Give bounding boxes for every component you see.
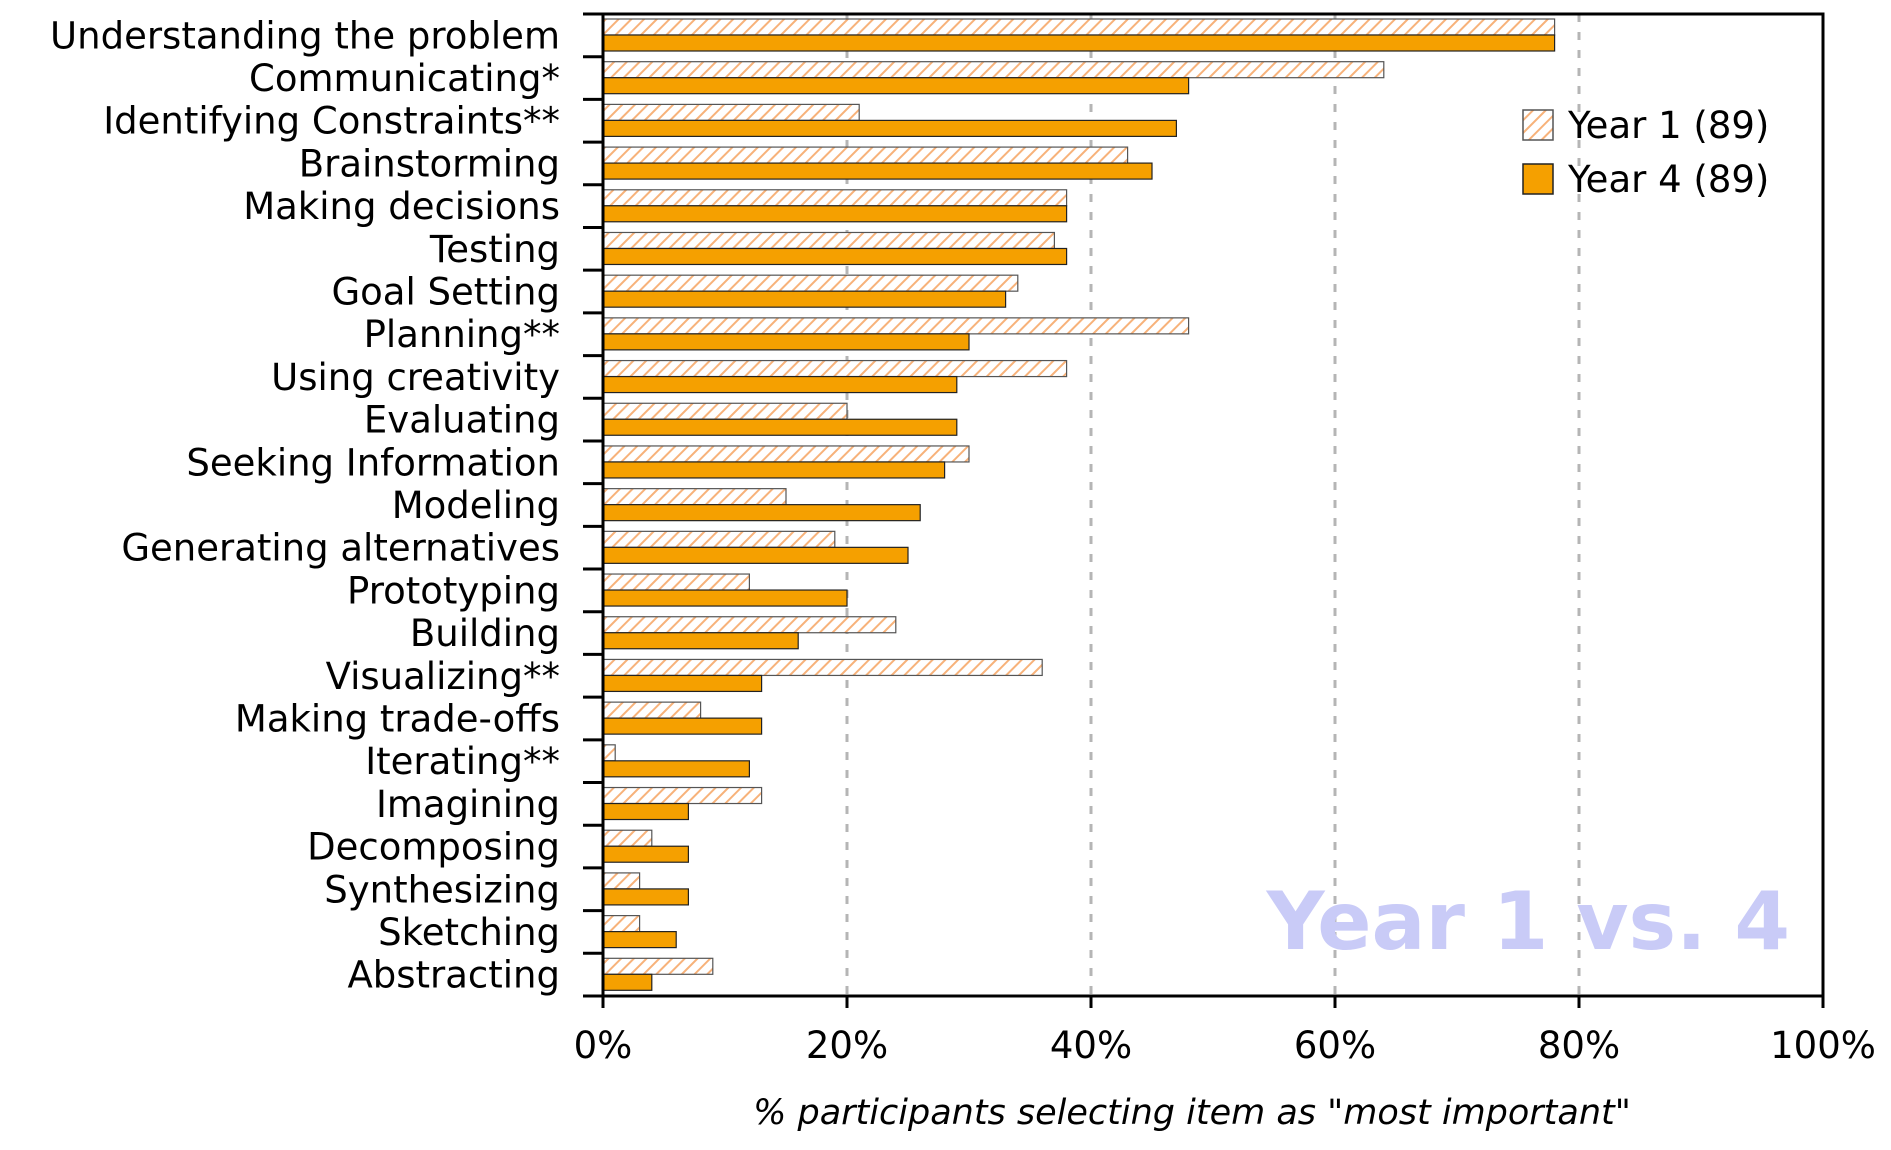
bars <box>602 18 1556 991</box>
legend-label-year4: Year 4 (89) <box>1567 158 1769 201</box>
category-label: Evaluating <box>364 399 560 442</box>
category-label: Generating alternatives <box>121 527 560 570</box>
x-tick-label: 100% <box>1770 1024 1876 1067</box>
bar-year1 <box>602 189 1068 207</box>
bar-year1 <box>602 146 1129 164</box>
category-label: Making trade-offs <box>235 697 560 740</box>
bar-year1 <box>602 231 1055 250</box>
category-label: Abstracting <box>347 954 560 997</box>
bar-year4 <box>602 802 690 821</box>
bar-year4 <box>602 77 1190 95</box>
bar-year1 <box>602 274 1019 292</box>
category-label: Using creativity <box>271 356 560 399</box>
bar-year4 <box>602 674 763 693</box>
bar-year1 <box>602 915 641 933</box>
category-label: Synthesizing <box>324 868 560 911</box>
legend: Year 1 (89) Year 4 (89) <box>1522 104 1769 201</box>
bar-year4 <box>602 888 690 906</box>
category-label: Modeling <box>392 484 560 527</box>
x-tick-label: 40% <box>1050 1024 1132 1067</box>
bar-year4 <box>602 333 970 351</box>
bar-year1 <box>602 530 836 548</box>
bar-year4 <box>602 717 763 735</box>
bar-year1 <box>602 573 750 591</box>
bar-year4 <box>602 375 958 394</box>
bar-year1 <box>602 103 860 121</box>
bar-year4 <box>602 760 750 778</box>
bar-year4 <box>602 632 799 650</box>
bar-year1 <box>602 488 787 506</box>
category-label: Planning** <box>364 313 560 356</box>
category-label: Iterating** <box>365 740 560 783</box>
bar-year4 <box>602 504 921 522</box>
bar-year4 <box>602 162 1153 180</box>
x-tick-label: 20% <box>806 1024 888 1067</box>
bar-year4 <box>602 461 946 479</box>
category-label: Prototyping <box>347 569 560 612</box>
bar-year1 <box>602 445 970 463</box>
bar-year4 <box>602 418 958 436</box>
bar-year4 <box>602 119 1178 137</box>
bar-year1 <box>602 18 1556 36</box>
category-label: Making decisions <box>243 185 560 228</box>
category-label: Identifying Constraints** <box>103 100 560 143</box>
bar-year4 <box>602 34 1556 52</box>
category-label: Building <box>410 612 560 655</box>
category-label: Goal Setting <box>331 271 560 314</box>
bar-year1 <box>602 701 702 719</box>
bar-year1 <box>602 658 1043 677</box>
bar-year1 <box>602 829 653 847</box>
bar-year1 <box>602 317 1190 335</box>
bar-year4 <box>602 546 909 564</box>
category-label: Communicating* <box>249 57 560 100</box>
bar-year4 <box>602 205 1068 223</box>
bar-year1 <box>602 402 848 420</box>
bar-year4 <box>602 845 690 863</box>
x-axis-title: % participants selecting item as "most i… <box>753 1093 1631 1133</box>
legend-label-year1: Year 1 (89) <box>1567 104 1769 147</box>
bar-year1 <box>602 61 1385 79</box>
bar-year1 <box>602 744 616 762</box>
axes <box>583 12 1825 1008</box>
category-label: Testing <box>429 228 560 271</box>
x-tick-label: 80% <box>1538 1024 1620 1067</box>
bar-year4 <box>602 247 1068 266</box>
category-label: Visualizing** <box>326 655 560 698</box>
bar-year4 <box>602 973 653 991</box>
category-label: Sketching <box>378 911 560 954</box>
bar-year1 <box>602 786 763 805</box>
legend-swatch-year1 <box>1522 109 1554 141</box>
x-tick-labels: 0% 20% 40% 60% 80% 100% <box>574 1024 1876 1067</box>
bar-year4 <box>602 589 848 607</box>
category-label: Imagining <box>376 783 560 826</box>
x-tick-label: 60% <box>1294 1024 1376 1067</box>
category-label: Decomposing <box>307 826 560 869</box>
bar-year4 <box>602 931 677 949</box>
plot-frame <box>601 12 1825 998</box>
bar-year1 <box>602 359 1068 378</box>
category-label: Understanding the problem <box>50 14 560 57</box>
legend-swatch-year4 <box>1522 163 1554 195</box>
x-tick-label: 0% <box>574 1024 633 1067</box>
bar-year4 <box>602 290 1007 308</box>
category-labels: Understanding the problemCommunicating*I… <box>50 14 560 996</box>
watermark-text: Year 1 vs. 4 <box>1266 875 1790 968</box>
bar-year1 <box>602 872 641 890</box>
bar-year1 <box>602 957 714 975</box>
category-label: Brainstorming <box>299 142 560 185</box>
bar-year1 <box>602 616 897 634</box>
category-label: Seeking Information <box>186 441 560 484</box>
